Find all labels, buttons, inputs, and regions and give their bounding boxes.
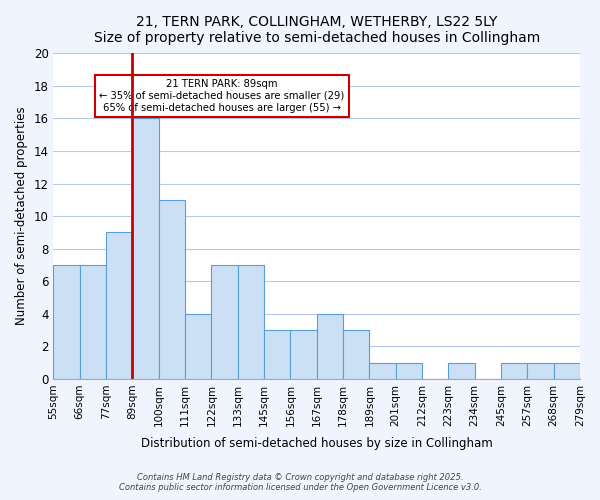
Bar (106, 232, 133, 379)
X-axis label: Distribution of semi-detached houses by size in Collingham: Distribution of semi-detached houses by … (141, 437, 493, 450)
Title: 21, TERN PARK, COLLINGHAM, WETHERBY, LS22 5LY
Size of property relative to semi-: 21, TERN PARK, COLLINGHAM, WETHERBY, LS2… (94, 15, 540, 45)
Bar (80, 265, 106, 379)
Bar (343, 330, 370, 379)
Bar (290, 330, 317, 379)
Text: Contains HM Land Registry data © Crown copyright and database right 2025.
Contai: Contains HM Land Registry data © Crown c… (119, 472, 481, 492)
Bar (527, 362, 554, 379)
Bar (501, 362, 527, 379)
Bar (264, 330, 290, 379)
Bar (238, 265, 264, 379)
Y-axis label: Number of semi-detached properties: Number of semi-detached properties (15, 107, 28, 326)
Bar (448, 362, 475, 379)
Text: 21 TERN PARK: 89sqm
← 35% of semi-detached houses are smaller (29)
65% of semi-d: 21 TERN PARK: 89sqm ← 35% of semi-detach… (99, 80, 344, 112)
Bar (395, 362, 422, 379)
Bar (211, 265, 238, 379)
Bar (159, 200, 185, 379)
Bar (133, 118, 159, 379)
Bar (185, 314, 211, 379)
Bar (317, 314, 343, 379)
Bar (370, 362, 395, 379)
Bar (53, 265, 80, 379)
Bar (554, 362, 580, 379)
